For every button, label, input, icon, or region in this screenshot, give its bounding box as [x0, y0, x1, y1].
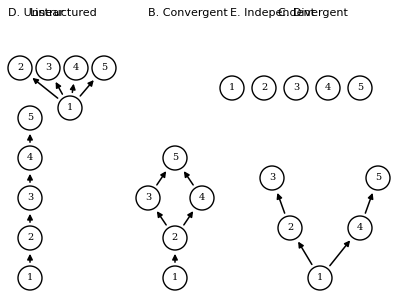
- Text: 5: 5: [357, 83, 363, 92]
- Circle shape: [190, 186, 214, 210]
- Text: 4: 4: [27, 153, 33, 162]
- Text: 3: 3: [45, 63, 51, 72]
- Circle shape: [316, 76, 340, 100]
- Text: 5: 5: [172, 153, 178, 162]
- Text: 3: 3: [269, 173, 275, 182]
- Circle shape: [18, 226, 42, 250]
- Circle shape: [278, 216, 302, 240]
- Text: 4: 4: [357, 223, 363, 233]
- Circle shape: [348, 76, 372, 100]
- Circle shape: [284, 76, 308, 100]
- Circle shape: [64, 56, 88, 80]
- Text: C. Divergent: C. Divergent: [278, 8, 348, 18]
- Text: 2: 2: [287, 223, 293, 233]
- Text: 1: 1: [317, 274, 323, 283]
- Circle shape: [348, 216, 372, 240]
- Text: 2: 2: [17, 63, 23, 72]
- Circle shape: [136, 186, 160, 210]
- Text: 5: 5: [27, 114, 33, 123]
- Circle shape: [252, 76, 276, 100]
- Text: 1: 1: [27, 274, 33, 283]
- Circle shape: [92, 56, 116, 80]
- Text: 5: 5: [375, 173, 381, 182]
- Text: 2: 2: [172, 234, 178, 242]
- Text: Linear: Linear: [30, 8, 65, 18]
- Text: E. Independent: E. Independent: [230, 8, 315, 18]
- Text: 1: 1: [172, 274, 178, 283]
- Circle shape: [18, 186, 42, 210]
- Circle shape: [36, 56, 60, 80]
- Text: 3: 3: [145, 193, 151, 202]
- Text: B. Convergent: B. Convergent: [148, 8, 228, 18]
- Text: 5: 5: [101, 63, 107, 72]
- Text: 4: 4: [199, 193, 205, 202]
- Text: D. Unstructured: D. Unstructured: [8, 8, 97, 18]
- Text: 1: 1: [67, 103, 73, 112]
- Circle shape: [18, 146, 42, 170]
- Text: 3: 3: [293, 83, 299, 92]
- Circle shape: [8, 56, 32, 80]
- Circle shape: [163, 226, 187, 250]
- Circle shape: [220, 76, 244, 100]
- Circle shape: [366, 166, 390, 190]
- Circle shape: [18, 266, 42, 290]
- Circle shape: [58, 96, 82, 120]
- Circle shape: [163, 266, 187, 290]
- Circle shape: [308, 266, 332, 290]
- Circle shape: [163, 146, 187, 170]
- Text: 2: 2: [261, 83, 267, 92]
- Text: 4: 4: [73, 63, 79, 72]
- Circle shape: [18, 106, 42, 130]
- Text: 2: 2: [27, 234, 33, 242]
- Text: 1: 1: [229, 83, 235, 92]
- Text: 4: 4: [325, 83, 331, 92]
- Text: 3: 3: [27, 193, 33, 202]
- Circle shape: [260, 166, 284, 190]
